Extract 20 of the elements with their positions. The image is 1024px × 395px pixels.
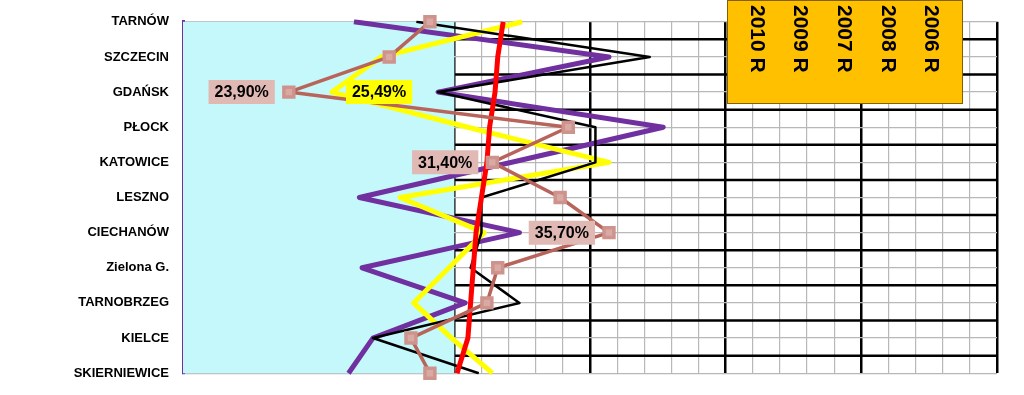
data-label: 23,90% <box>214 83 269 101</box>
annotation: 2008 R <box>876 4 901 75</box>
y-tick-label: SZCZECIN <box>104 48 169 64</box>
y-tick-label: GDAŃSK <box>112 83 170 99</box>
data-label: 31,40% <box>418 153 473 171</box>
y-tick-label: SKIERNIEWICE <box>73 364 170 380</box>
y-tick-label: CIECHANÓW <box>87 224 170 240</box>
y-tick-label: KATOWICE <box>99 153 170 169</box>
y-tick-label: Zielona G. <box>106 259 169 275</box>
annotation: 2009 R <box>789 4 814 75</box>
data-label: 35,70% <box>534 224 589 242</box>
y-tick-label: PŁOCK <box>123 118 170 134</box>
data-label: 25,49% <box>351 83 407 101</box>
y-tick-label: KIELCE <box>121 329 170 345</box>
y-tick-label: TARNÓW <box>111 13 170 29</box>
y-tick-label: LESZNO <box>116 189 169 205</box>
y-tick-label: TARNOBRZEG <box>78 294 169 310</box>
annotation: 2010 R <box>745 4 770 75</box>
annotation: 2007 R <box>833 4 857 75</box>
annotation: 2006 R <box>920 4 945 75</box>
